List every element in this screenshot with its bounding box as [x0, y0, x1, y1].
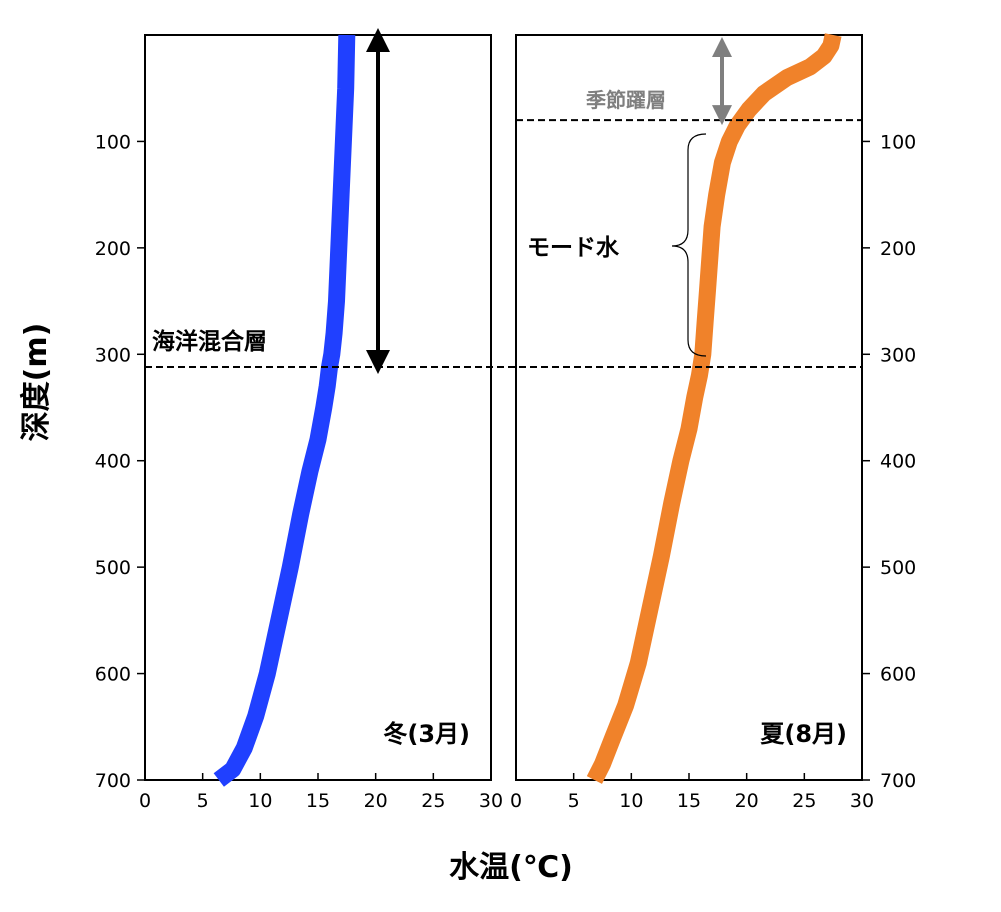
winter-x-tick-label: 5	[197, 790, 209, 812]
summer-x-tick-label: 30	[850, 790, 874, 812]
winter-x-tick-label: 20	[364, 790, 388, 812]
winter-x-tick-label: 25	[421, 790, 445, 812]
summer-y-tick-label: 300	[880, 344, 916, 366]
summer-y-tick-label: 100	[880, 131, 916, 153]
winter-temperature-line	[213, 34, 356, 787]
mixed-layer-label: 海洋混合層	[152, 328, 267, 355]
mode-water-brace-icon	[671, 133, 707, 357]
x-axis-title: 水温(℃)	[449, 850, 573, 885]
winter-panel-label: 冬(3月)	[383, 720, 470, 748]
summer-x-tick-label: 15	[677, 790, 701, 812]
summer-x-tick-label: 20	[735, 790, 759, 812]
summer-y-tick-label: 500	[880, 557, 916, 579]
summer-x-tick-label: 5	[568, 790, 580, 812]
winter-y-tick-label: 600	[95, 664, 131, 686]
winter-x-tick-label: 0	[139, 790, 151, 812]
summer-panel-label: 夏(8月)	[760, 720, 847, 748]
winter-ticks: 0 5 10 15 20 25 30 100 200 300 400 500 600 700	[95, 131, 503, 812]
summer-y-tick-label: 200	[880, 238, 916, 260]
summer-ticks: 0 5 10 15 20 25 30 100 200 300 400 500 600 700	[510, 131, 916, 812]
summer-x-tick-label: 25	[792, 790, 816, 812]
summer-panel: 0 5 10 15 20 25 30 100 200 300 400 500 600 700 夏(8月)	[510, 33, 916, 812]
winter-y-tick-label: 200	[95, 238, 131, 260]
y-axis-title: 深度(m)	[19, 323, 54, 442]
summer-y-tick-label: 600	[880, 664, 916, 686]
summer-x-tick-label: 10	[619, 790, 643, 812]
summer-y-tick-label: 400	[880, 451, 916, 473]
winter-x-tick-label: 30	[479, 790, 503, 812]
winter-panel: 0 5 10 15 20 25 30 100 200 300 400 500 600 700 冬(3月)	[95, 34, 503, 812]
winter-y-tick-label: 100	[95, 131, 131, 153]
mode-water-label: モード水	[527, 235, 620, 261]
winter-x-tick-label: 15	[306, 790, 330, 812]
winter-y-tick-label: 700	[95, 770, 131, 792]
winter-x-tick-label: 10	[248, 790, 272, 812]
winter-y-tick-label: 300	[95, 344, 131, 366]
summer-temperature-line	[586, 33, 842, 784]
summer-x-tick-label: 0	[510, 790, 522, 812]
winter-y-tick-label: 400	[95, 451, 131, 473]
thermocline-label: 季節躍層	[585, 88, 666, 112]
winter-y-tick-label: 500	[95, 557, 131, 579]
summer-y-tick-label: 700	[880, 770, 916, 792]
